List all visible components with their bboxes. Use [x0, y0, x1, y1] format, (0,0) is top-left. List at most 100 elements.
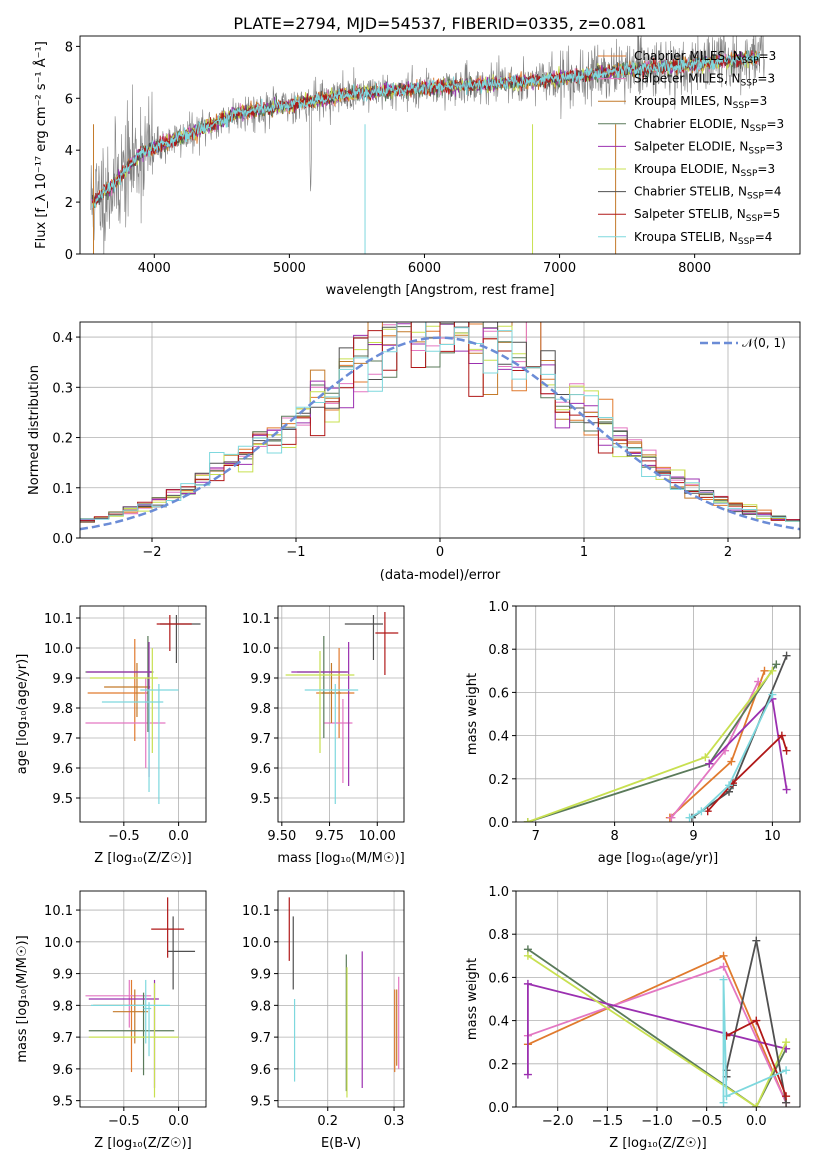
z-weight-ytick-label: 0.2 [488, 1058, 509, 1073]
z-mass-errorbar-point [90, 979, 170, 1044]
residuals-xtick-label: −2 [142, 545, 161, 560]
ebv-mass-frame [277, 890, 405, 1108]
ebv-mass-xlabel: E(B-V) [321, 1136, 361, 1151]
z-mass-errorbar-point [167, 916, 196, 990]
spectrum-xtick-label: 4000 [138, 261, 171, 276]
spectrum-legend-label: Kroupa MILES, NSSP=3 [634, 94, 767, 111]
residuals-plot-area [80, 322, 800, 531]
age-weight-xtick-label: 9 [689, 829, 697, 844]
z-mass-errorbar-point [151, 897, 185, 958]
z-age-errorbar-point [86, 642, 153, 777]
spectrum-xtick-label: 6000 [408, 261, 441, 276]
mass-age-ytick-label: 9.5 [250, 792, 271, 807]
age-weight-series-line [689, 694, 774, 819]
ebv-mass-xtick-label: 0.3 [384, 1114, 405, 1129]
z-weight-ytick-label: 0.0 [488, 1101, 509, 1116]
z-weight-plus-marker [719, 962, 728, 971]
z-weight-xtick-label: −0.5 [691, 1114, 723, 1129]
age-weight-plus-marker [725, 781, 733, 790]
age-weight-panel: 7 8 9 10 0.0 0.2 0.4 0.6 0.8 1.0 age [log₁₀(age/yr… [465, 600, 801, 866]
z-age-xtick-label: −0.5 [108, 829, 140, 844]
z-age-errorbar-point [140, 684, 179, 804]
age-weight-plus-marker [697, 807, 706, 816]
age-weight-plus-marker [667, 813, 676, 822]
mass-age-panel: 9.50 9.75 10.00 9.5 9.6 9.7 9.8 9.9 10.0 10.1 mass… [242, 605, 405, 866]
z-weight-plus-marker [523, 951, 532, 960]
age-weight-xlabel: age [log₁₀(age/yr)] [598, 851, 719, 866]
residuals-xlabel: (data-model)/error [380, 568, 501, 583]
z-weight-plus-marker [782, 1066, 791, 1075]
age-weight-plus-marker [782, 746, 791, 755]
age-weight-plus-marker [772, 660, 781, 669]
z-weight-plot-area [523, 936, 791, 1107]
z-age-ylabel: age [log₁₀(age/yr)] [15, 654, 30, 775]
ebv-mass-ytick-label: 10.1 [242, 904, 271, 919]
spectrum-xlabel: wavelength [Angstrom, rest frame] [326, 283, 555, 298]
z-weight-series-line [527, 955, 787, 1107]
age-weight-plus-marker [782, 651, 791, 660]
spectrum-legend-label: Salpeter STELIB, NSSP=5 [634, 207, 780, 224]
residual-histogram-5 [80, 322, 800, 521]
age-weight-plus-marker [768, 690, 777, 699]
z-weight-plus-marker [523, 1070, 532, 1079]
spectrum-xtick-label: 7000 [543, 261, 576, 276]
z-weight-plus-marker [719, 1098, 728, 1107]
z-weight-series-line [722, 979, 787, 1103]
spectrum-legend-label: Kroupa ELODIE, NSSP=3 [634, 162, 775, 179]
ebv-mass-ytick-label: 9.9 [250, 968, 271, 983]
ebv-mass-ytick-label: 10.0 [242, 936, 271, 951]
z-age-xtick-label: 0.0 [168, 829, 189, 844]
z-mass-xtick-label: 0.0 [168, 1114, 189, 1129]
ebv-mass-ytick-label: 9.6 [250, 1063, 271, 1078]
spectrum-xtick-label: 8000 [678, 261, 711, 276]
mass-age-xtick-label: 9.75 [315, 829, 344, 844]
normal-legend-label: 𝒩(0, 1) [742, 336, 786, 350]
z-weight-plus-marker [752, 1103, 761, 1107]
z-age-errorbar-point [89, 648, 158, 753]
spectrum-legend-label: Kroupa STELIB, NSSP=4 [634, 230, 772, 247]
ebv-mass-xtick-label: 0.2 [317, 1114, 338, 1129]
age-weight-xtick-label: 7 [532, 829, 540, 844]
ebv-mass-plot-area [288, 897, 400, 1098]
age-weight-ytick-label: 0.8 [488, 643, 509, 658]
ebv-mass-ytick-label: 9.7 [250, 1031, 271, 1046]
z-age-plot-area [85, 615, 201, 804]
z-age-ytick-label: 9.7 [52, 732, 73, 747]
residuals-ytick-label: 0.0 [52, 532, 73, 547]
z-age-ytick-label: 9.8 [52, 702, 73, 717]
z-mass-ytick-label: 9.9 [52, 968, 73, 983]
mass-age-errorbar-point [375, 612, 399, 675]
residuals-ytick-label: 0.1 [52, 482, 73, 497]
mass-age-errorbar-point [321, 663, 341, 723]
spectrum-panel: PLATE=2794, MJD=54537, FIBERID=0335, z=0… [33, 14, 801, 298]
z-mass-panel: −0.5 0.0 9.5 9.6 9.7 9.8 9.9 10.0 10.1 Z [log₁₀(Z… [15, 890, 207, 1151]
residuals-legend: 𝒩(0, 1) [700, 336, 786, 350]
z-weight-xtick-label: −2.0 [542, 1114, 574, 1129]
age-weight-plus-marker [768, 666, 777, 675]
z-age-errorbar-point [159, 615, 201, 663]
age-weight-plus-marker [685, 813, 694, 822]
age-weight-plus-marker [523, 818, 532, 822]
residuals-ytick-label: 0.3 [52, 381, 73, 396]
spectrum-legend-label: Salpeter ELODIE, NSSP=3 [634, 139, 783, 156]
z-weight-plus-marker [782, 1092, 791, 1101]
ebv-mass-ytick-label: 9.5 [250, 1095, 271, 1110]
age-weight-plus-marker [727, 757, 736, 766]
mass-age-errorbar-point [304, 684, 359, 804]
residual-histogram-6 [80, 322, 800, 523]
spectrum-legend-label: Chabrier ELODIE, NSSP=3 [634, 117, 784, 134]
mass-age-frame [277, 605, 405, 823]
age-weight-plus-marker [705, 759, 714, 768]
z-age-ytick-label: 10.1 [44, 612, 73, 627]
z-mass-errorbar-point [143, 1002, 152, 1057]
spectrum-axes: 4000 5000 6000 7000 8000 0 2 4 6 8 [65, 40, 711, 276]
residuals-ytick-label: 0.2 [52, 432, 73, 447]
spectrum-legend: Chabrier MILES, NSSP=3 Salpeter MILES, NS… [598, 49, 784, 247]
age-weight-plus-marker [754, 677, 763, 686]
z-age-errorbar-point [101, 690, 164, 792]
z-age-errorbar-point [85, 678, 166, 768]
age-weight-frame [515, 605, 801, 823]
mass-age-ytick-label: 10.0 [242, 642, 271, 657]
age-weight-plot-area [523, 651, 791, 822]
